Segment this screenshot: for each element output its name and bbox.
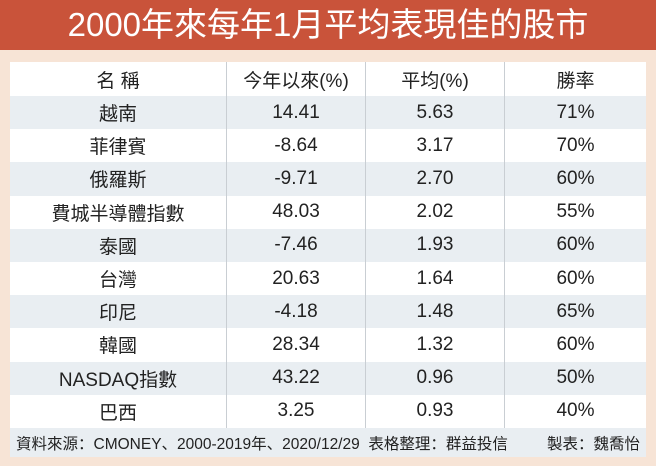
header-name: 名 稱	[10, 62, 227, 96]
cell-win-rate: 60%	[556, 167, 595, 189]
table-row: 俄羅斯 -9.71 2.70 60%	[10, 162, 646, 196]
table-row: 台灣 20.63 1.64 60%	[10, 261, 646, 296]
cell-name: 越南	[10, 96, 227, 130]
cell-average: 1.32	[366, 328, 505, 362]
source-note: 資料來源：CMONEY、2000-2019年、2020/12/29 表格整理：群…	[16, 435, 508, 453]
cell-ytd: -7.46	[227, 228, 366, 262]
cell-name: 泰國	[10, 228, 227, 262]
table-row: 費城半導體指數 48.03 2.02 55%	[10, 195, 646, 229]
cell-win-rate: 55%	[556, 201, 595, 223]
cell-average: 1.64	[366, 261, 505, 296]
cell-name: 印尼	[10, 295, 227, 329]
cell-win-rate: 65%	[556, 300, 595, 322]
cell-average: 0.96	[366, 361, 505, 395]
cell-name: 台灣	[10, 261, 227, 296]
chart-title: 2000年來每年1月平均表現佳的股市	[0, 0, 656, 50]
cell-ytd: 3.25	[227, 394, 366, 428]
cell-name: NASDAQ指數	[10, 361, 227, 395]
cell-ytd: 48.03	[227, 195, 366, 229]
header-win-rate: 勝率	[556, 70, 595, 92]
cell-average: 1.93	[366, 228, 505, 262]
cell-average: 5.63	[366, 96, 505, 130]
table-row: 印尼 -4.18 1.48 65%	[10, 295, 646, 329]
cell-win-rate: 70%	[556, 134, 595, 156]
table-row: 泰國 -7.46 1.93 60%	[10, 228, 646, 262]
header-ytd: 今年以來(%)	[227, 62, 366, 96]
cell-average: 2.02	[366, 195, 505, 229]
cell-win-rate: 40%	[556, 400, 595, 422]
cell-win-rate: 71%	[556, 101, 595, 123]
cell-name: 菲律賓	[10, 129, 227, 163]
cell-average: 2.70	[366, 162, 505, 196]
cell-ytd: -9.71	[227, 162, 366, 196]
cell-ytd: 28.34	[227, 328, 366, 362]
cell-win-rate: 60%	[556, 333, 595, 355]
table-row: 巴西 3.25 0.93 40%	[10, 394, 646, 428]
cell-name: 韓國	[10, 328, 227, 362]
maker-note: 製表：魏喬怡	[546, 435, 640, 453]
table-row: 越南 14.41 5.63 71%	[10, 96, 646, 130]
cell-win-rate: 60%	[556, 234, 595, 256]
cell-average: 1.48	[366, 295, 505, 329]
cell-win-rate: 50%	[556, 367, 595, 389]
table-header: 名 稱 今年以來(%) 平均(%) 勝率	[10, 62, 646, 96]
cell-name: 巴西	[10, 394, 227, 428]
cell-ytd: -4.18	[227, 295, 366, 329]
cell-name: 俄羅斯	[10, 162, 227, 196]
cell-ytd: 20.63	[227, 261, 366, 296]
cell-average: 0.93	[366, 394, 505, 428]
cell-average: 3.17	[366, 129, 505, 163]
cell-name: 費城半導體指數	[10, 195, 227, 229]
data-table: 名 稱 今年以來(%) 平均(%) 勝率 越南 14.41 5.63 71% 菲律賓 -8…	[10, 62, 646, 428]
table-row: 菲律賓 -8.64 3.17 70%	[10, 129, 646, 163]
header-average: 平均(%)	[366, 62, 505, 96]
cell-ytd: 43.22	[227, 361, 366, 395]
cell-win-rate: 60%	[556, 267, 595, 289]
cell-ytd: 14.41	[227, 96, 366, 130]
table-row: 韓國 28.34 1.32 60%	[10, 328, 646, 362]
table-row: NASDAQ指數 43.22 0.96 50%	[10, 361, 646, 395]
cell-ytd: -8.64	[227, 129, 366, 163]
footer: 資料來源：CMONEY、2000-2019年、2020/12/29 表格整理：群…	[10, 428, 646, 457]
